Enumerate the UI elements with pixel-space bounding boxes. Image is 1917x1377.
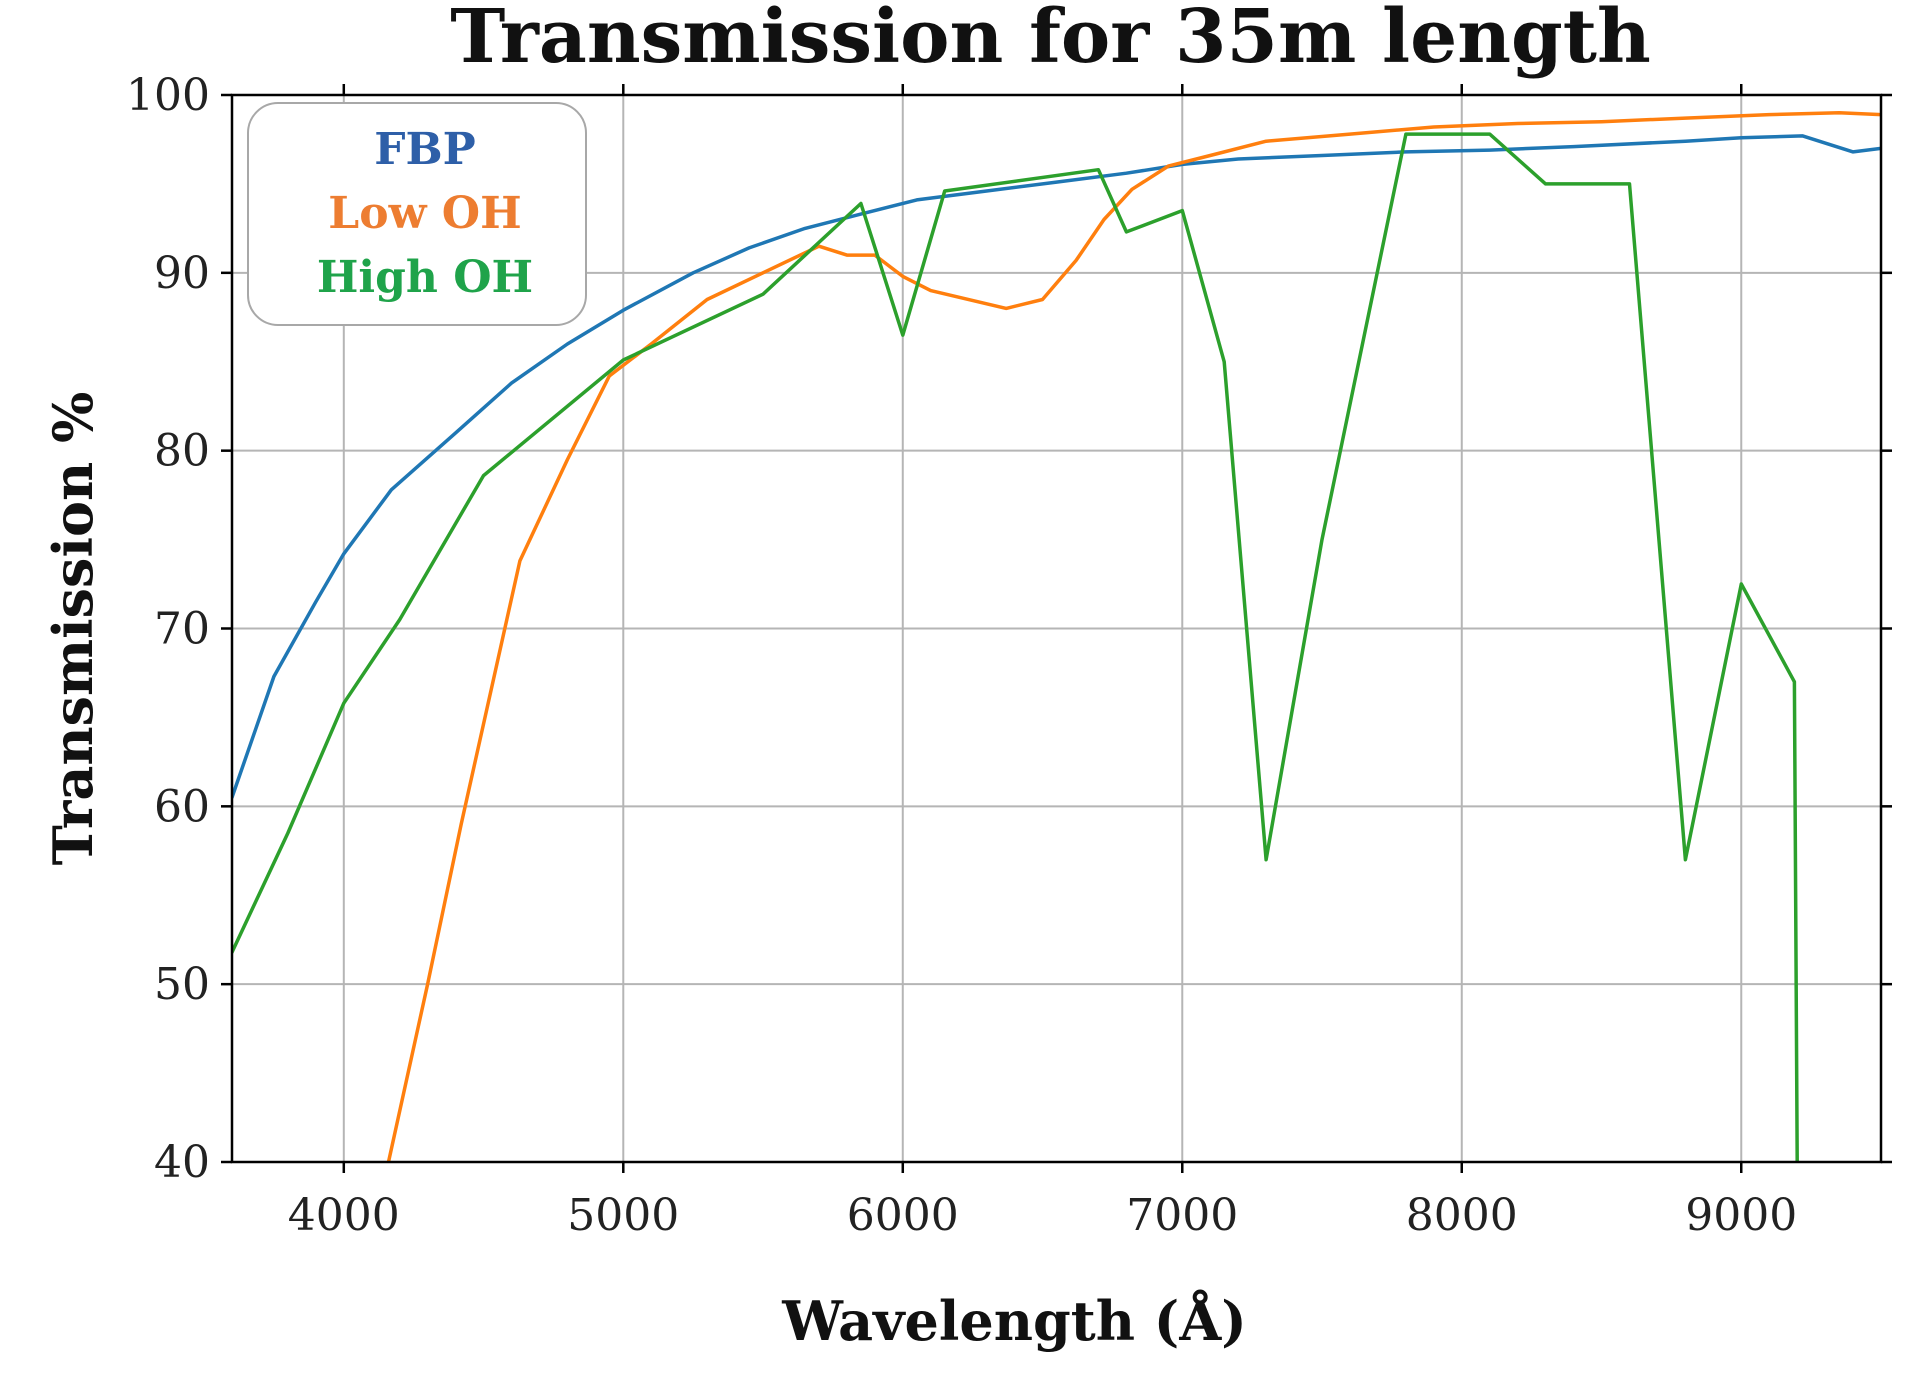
ticks: 4000 5000 6000 7000 8000 9000 40 50 60 70 80 90 100 xyxy=(126,70,1892,1241)
y-tick-label: 100 xyxy=(126,70,210,121)
legend-entry-high-oh: High OH xyxy=(317,252,533,303)
legend: FBP Low OH High OH xyxy=(247,102,587,326)
y-tick-label: 50 xyxy=(154,959,210,1010)
y-tick-label: 80 xyxy=(154,426,210,477)
legend-entry-fbp: FBP xyxy=(374,124,476,175)
x-tick-label: 8000 xyxy=(1406,1190,1518,1241)
x-tick-label: 9000 xyxy=(1685,1190,1797,1241)
y-tick-label: 90 xyxy=(154,248,210,299)
y-tick-label: 70 xyxy=(154,604,210,655)
x-tick-label: 7000 xyxy=(1126,1190,1238,1241)
series-line-low-oh xyxy=(386,111,1881,1162)
grid xyxy=(232,94,1881,1163)
x-tick-label: 5000 xyxy=(567,1190,679,1241)
x-tick-label: 4000 xyxy=(288,1190,400,1241)
x-tick-label: 6000 xyxy=(847,1190,959,1241)
y-tick-label: 40 xyxy=(154,1137,210,1188)
legend-box xyxy=(247,102,587,326)
x-axis-label: Wavelength (Å) xyxy=(781,1289,1247,1353)
y-tick-label: 60 xyxy=(154,781,210,832)
series-line-high-oh xyxy=(232,132,1799,1162)
series-layer xyxy=(232,111,1881,1162)
y-axis-label: Transmission % xyxy=(41,392,105,866)
chart-title: Transmission for 35m length xyxy=(450,0,1651,80)
series-line-fbp xyxy=(232,134,1881,800)
legend-entry-low-oh: Low OH xyxy=(328,188,521,239)
